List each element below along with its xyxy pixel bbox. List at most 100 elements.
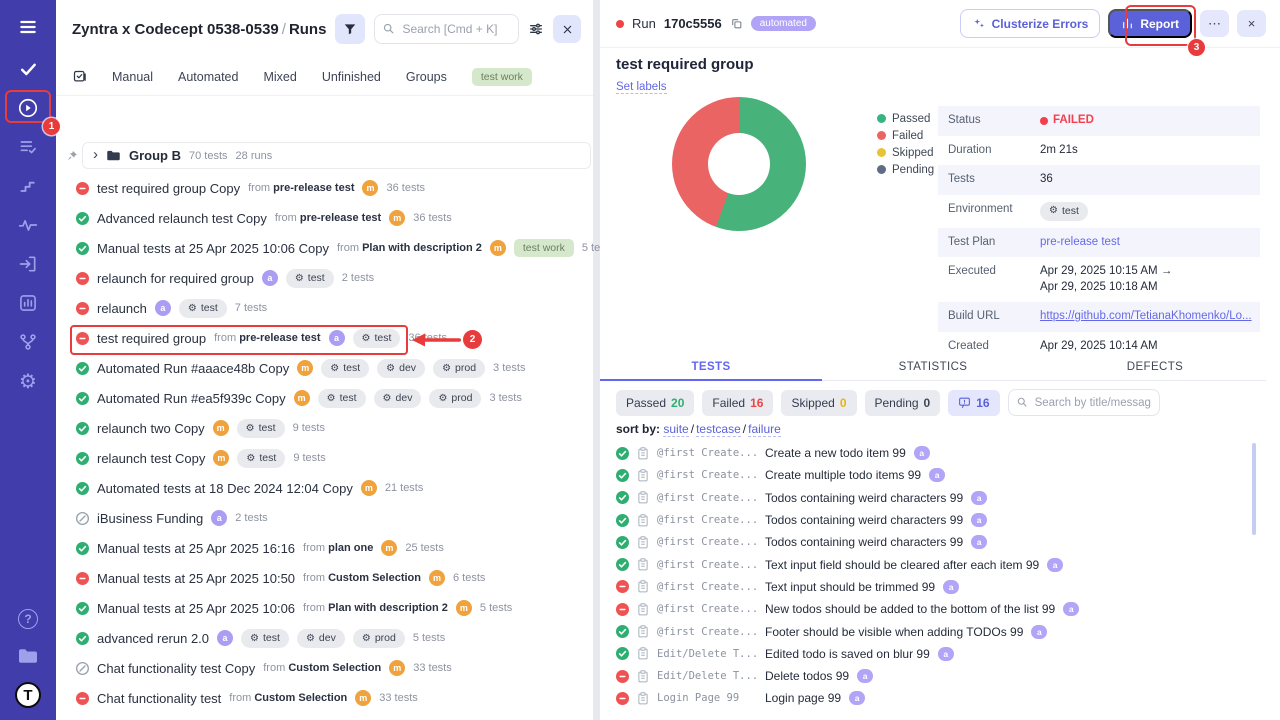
environment-chip[interactable]: ⚙ test: [1040, 201, 1088, 221]
import-icon[interactable]: [17, 253, 39, 275]
run-row[interactable]: Manual tests at 25 Apr 2025 10:06 Copy fr…: [56, 233, 614, 263]
clusterize-errors-button[interactable]: Clusterize Errors: [959, 9, 1101, 38]
environment-chip[interactable]: ⚙ test: [178, 298, 227, 318]
environment-chip[interactable]: ⚙ test: [317, 388, 366, 408]
settings-gear-icon[interactable]: ⚙: [19, 369, 37, 393]
environment-chip[interactable]: ⚙ test: [237, 448, 286, 468]
copy-icon[interactable]: [730, 17, 743, 30]
run-row[interactable]: relaunch test Copy m ⚙ test 9 tests: [56, 443, 593, 473]
branch-icon[interactable]: [17, 331, 39, 353]
tests-scrollbar[interactable]: [1252, 443, 1256, 535]
test-row[interactable]: Edit/Delete T... Delete todos 99 a: [616, 665, 1250, 687]
environment-chip[interactable]: ⚙ test: [352, 328, 401, 348]
group-card[interactable]: › Group B 70 tests 28 runs: [82, 142, 591, 169]
environment-chip[interactable]: ⚙ test: [236, 418, 285, 438]
analytics-icon[interactable]: [17, 292, 39, 314]
test-row[interactable]: Login Page 99 Login page 99 a: [616, 687, 1250, 709]
run-row[interactable]: relaunch a ⚙ test 7 tests: [56, 293, 593, 323]
tests-list: @first Create... Create a new todo item 9…: [616, 442, 1250, 710]
pulse-icon[interactable]: [17, 214, 39, 236]
comments-filter-chip[interactable]: 16: [948, 389, 1000, 416]
run-row[interactable]: Chat functionality test from Custom Selec…: [56, 683, 593, 713]
chevron-right-icon[interactable]: ›: [93, 146, 98, 163]
projects-folder-icon[interactable]: [17, 645, 39, 667]
chart-legend: Passed Failed Skipped Pending: [877, 110, 934, 178]
legend-item: Passed: [877, 110, 934, 127]
tab-defects[interactable]: DEFECTS: [1126, 361, 1184, 373]
run-row[interactable]: Manual tests at 25 Apr 2025 10:06 from Pl…: [56, 593, 593, 623]
run-row[interactable]: Chat functionality test Copy from Custom …: [56, 653, 593, 683]
test-row[interactable]: @first Create... Create multiple todo ite…: [616, 464, 1250, 486]
test-list-icon[interactable]: [17, 136, 39, 158]
tab-manual[interactable]: Manual: [112, 69, 153, 84]
user-avatar[interactable]: T: [15, 682, 41, 708]
environment-chip[interactable]: ⚙ prod: [429, 388, 482, 408]
select-runs-icon[interactable]: [72, 69, 87, 84]
pin-icon[interactable]: [66, 150, 78, 162]
build-url-link[interactable]: https://github.com/TetianaKhomenko/Lo...: [1040, 310, 1252, 323]
test-row[interactable]: @first Create... Todos containing weird c…: [616, 531, 1250, 553]
filter-chip-failed[interactable]: Failed 16: [702, 389, 774, 416]
run-row[interactable]: relaunch two Copy m ⚙ test 9 tests: [56, 413, 593, 443]
run-row[interactable]: Automated Run #aaace48b Copy m ⚙ test ⚙ dev ⚙ p…: [56, 353, 593, 383]
test-title: Todos containing weird characters 99: [765, 490, 964, 505]
check-icon[interactable]: [17, 58, 39, 80]
close-detail-button[interactable]: ×: [1237, 10, 1266, 37]
environment-chip[interactable]: ⚙ prod: [433, 358, 486, 378]
tab-groups[interactable]: Groups: [405, 69, 447, 84]
sort-by-failure[interactable]: failure: [748, 422, 781, 437]
tab-unfinished[interactable]: Unfinished: [321, 69, 381, 84]
menu-icon[interactable]: [17, 16, 39, 38]
run-row[interactable]: test required group Copy from pre-release…: [56, 173, 593, 203]
run-row[interactable]: Automated tests at 18 Dec 2024 12:04 Cop…: [56, 473, 593, 503]
run-row[interactable]: Manual tests at 25 Apr 2025 10:50 from Cu…: [56, 563, 593, 593]
environment-chip[interactable]: ⚙ test: [241, 628, 289, 648]
more-options-button[interactable]: ⋯: [1200, 10, 1229, 37]
close-panel-button[interactable]: [553, 15, 582, 43]
close-icon: [563, 25, 572, 33]
environment-chip[interactable]: ⚙ dev: [373, 388, 422, 408]
filter-chip-passed[interactable]: Passed 20: [616, 389, 695, 416]
help-icon[interactable]: ?: [17, 608, 39, 630]
environment-chip[interactable]: ⚙ prod: [352, 628, 405, 648]
legend-item: Pending: [877, 161, 934, 178]
run-row[interactable]: Manual tests at 25 Apr 2025 16:16 from pl…: [56, 533, 593, 563]
filter-chip-skipped[interactable]: Skipped 0: [781, 389, 857, 416]
tests-search-input[interactable]: [1007, 389, 1160, 416]
steps-icon[interactable]: [17, 175, 39, 197]
breadcrumb-project[interactable]: Zyntra x Codecept 0538-0539: [72, 20, 279, 38]
run-row[interactable]: relaunch for required group a ⚙ test 2 tests: [56, 263, 593, 293]
filter-tag-badge[interactable]: test work: [471, 67, 532, 86]
environment-chip[interactable]: ⚙ test: [321, 358, 370, 378]
test-row[interactable]: @first Create... New todos should be adde…: [616, 598, 1250, 620]
tab-automated[interactable]: Automated: [178, 69, 239, 84]
set-labels-link[interactable]: Set labels: [616, 81, 667, 94]
test-plan-link[interactable]: pre-release test: [1040, 235, 1120, 248]
display-settings-icon[interactable]: [528, 21, 544, 37]
run-row[interactable]: Advanced relaunch test Copy from pre-rele…: [56, 203, 593, 233]
report-button[interactable]: Report: [1108, 9, 1192, 38]
environment-chip[interactable]: ⚙ dev: [296, 628, 345, 648]
environment-chip[interactable]: ⚙ test: [285, 268, 334, 288]
test-row[interactable]: @first Create... Todos containing weird c…: [616, 487, 1250, 509]
runs-search-input[interactable]: [374, 14, 520, 44]
run-row[interactable]: advanced rerun 2.0 a ⚙ test ⚙ dev ⚙ prod 5 tests: [56, 623, 593, 653]
test-row[interactable]: @first Create... Create a new todo item 9…: [616, 442, 1250, 464]
test-row[interactable]: @first Create... Footer should be visible…: [616, 620, 1250, 642]
filter-chip-pending[interactable]: Pending 0: [864, 389, 941, 416]
run-row[interactable]: Automated Run #ea5f939c Copy m ⚙ test ⚙ dev ⚙ p…: [56, 383, 593, 413]
test-row[interactable]: @first Create... Text input field should …: [616, 553, 1250, 575]
tab-tests[interactable]: TESTS: [600, 357, 822, 381]
tab-statistics[interactable]: STATISTICS: [898, 361, 968, 373]
sort-by-suite[interactable]: suite: [663, 422, 689, 437]
sort-by-testcase[interactable]: testcase: [696, 422, 741, 437]
test-row[interactable]: @first Create... Todos containing weird c…: [616, 509, 1250, 531]
run-row[interactable]: iBusiness Funding a 2 tests: [56, 503, 593, 533]
test-row[interactable]: @first Create... Text input should be tri…: [616, 576, 1250, 598]
test-row[interactable]: Edit/Delete T... Edited todo is saved on …: [616, 643, 1250, 665]
filter-button[interactable]: [335, 14, 366, 44]
run-row[interactable]: test required group from pre-release test…: [56, 323, 593, 353]
tab-mixed[interactable]: Mixed: [263, 69, 297, 84]
runs-play-icon[interactable]: [17, 97, 39, 119]
environment-chip[interactable]: ⚙ dev: [377, 358, 426, 378]
